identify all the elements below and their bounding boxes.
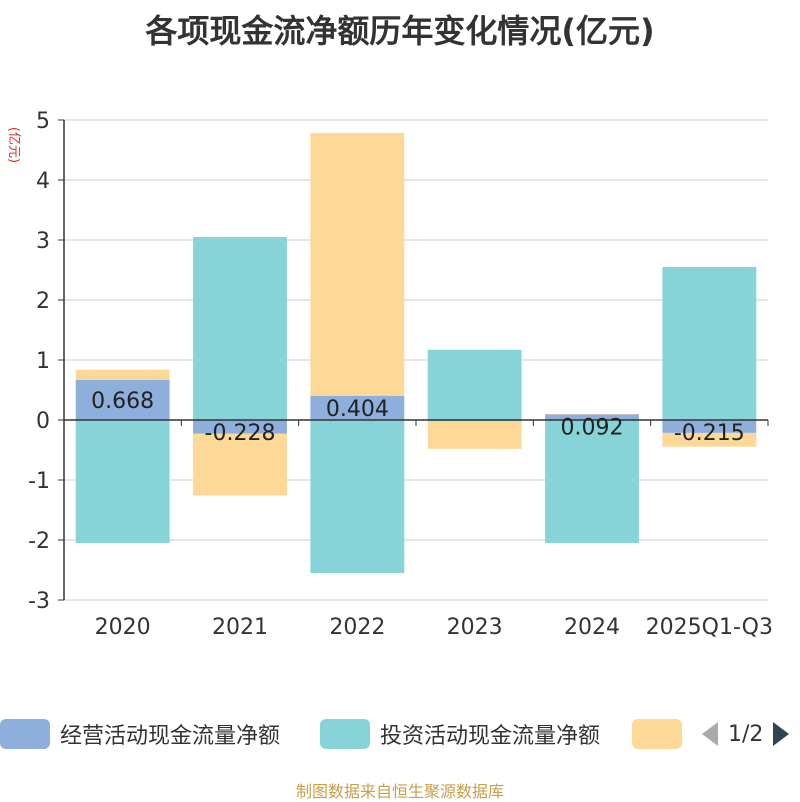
y-tick-label: 3 — [36, 229, 50, 254]
legend-label-investing: 投资活动现金流量净额 — [380, 724, 601, 749]
bar-series-0-2021[interactable] — [193, 420, 287, 434]
y-tick-label: -3 — [28, 589, 50, 614]
x-tick-label: 2020 — [95, 615, 151, 640]
legend-pager: 1/2 — [700, 716, 791, 752]
legend-label-operating: 经营活动现金流量净额 — [60, 724, 281, 749]
bar-series-0-2024[interactable] — [545, 414, 639, 420]
source-note: 制图数据来自恒生聚源数据库 — [295, 782, 504, 801]
y-tick-label: 5 — [36, 109, 50, 134]
data-labels: 0.668 -0.228 0.404 0.092 -0.215 — [91, 389, 745, 446]
legend-swatch-investing — [320, 719, 370, 749]
y-tick-label: 4 — [36, 169, 50, 194]
x-tick-label: 2023 — [447, 615, 503, 640]
bar-series-1-2020[interactable] — [75, 420, 170, 543]
y-tick-label: 0 — [36, 409, 50, 434]
data-label: -0.228 — [205, 421, 276, 446]
legend: 经营活动现金流量净额 投资活动现金流量净额 1/2 — [0, 716, 800, 752]
data-label: 0.668 — [91, 389, 154, 414]
x-tick-label: 2025Q1-Q3 — [646, 615, 773, 640]
bar-series-1-2023[interactable] — [427, 349, 522, 420]
legend-item-operating[interactable]: 经营活动现金流量净额 — [0, 716, 280, 752]
bar-series-2-2020[interactable] — [75, 369, 170, 380]
bar-series-2-2021[interactable] — [193, 433, 287, 496]
x-tick-label: 2022 — [329, 615, 385, 640]
y-tick-label: 1 — [36, 349, 50, 374]
bar-series-0-2020[interactable] — [75, 379, 170, 420]
chart-area: (亿元) -3 -2 -1 0 1 2 3 4 5 2020 2021 2022 2023 2024 202… — [6, 109, 773, 640]
legend-item-financing[interactable] — [632, 716, 682, 752]
bar-series-2-2022[interactable] — [310, 132, 405, 396]
bar-series-1-2021[interactable] — [193, 237, 287, 420]
triangle-right-icon[interactable] — [771, 720, 791, 748]
bar-series-2-2025Q1-Q3[interactable] — [662, 432, 757, 447]
triangle-left-icon[interactable] — [700, 720, 720, 748]
bar-series-1-2024[interactable] — [545, 420, 639, 543]
bar-series-1-2022[interactable] — [310, 420, 405, 573]
legend-swatch-operating — [0, 719, 50, 749]
legend-swatch-financing — [632, 719, 682, 749]
y-tick-label: -1 — [28, 469, 50, 494]
bar-series-1-2025Q1-Q3[interactable] — [662, 267, 757, 420]
y-tick-label: -2 — [28, 529, 50, 554]
data-label: -0.215 — [674, 421, 745, 446]
data-label: 0.404 — [326, 397, 389, 422]
axes: -3 -2 -1 0 1 2 3 4 5 2020 2021 2022 2023 2024 2025Q1-Q… — [28, 109, 773, 640]
chart-title: 各项现金流净额历年变化情况(亿元) — [145, 12, 655, 50]
y-axis-label: (亿元) — [6, 127, 21, 163]
y-tick-label: 2 — [36, 289, 50, 314]
data-label: 0.092 — [561, 415, 624, 440]
bar-series-2-2024[interactable] — [545, 413, 639, 415]
bars — [75, 132, 757, 573]
bar-series-0-2022[interactable] — [310, 395, 405, 420]
legend-item-investing[interactable]: 投资活动现金流量净额 — [320, 716, 600, 752]
bar-series-2-2023[interactable] — [427, 421, 522, 449]
legend-page-indicator: 1/2 — [728, 721, 764, 747]
x-tick-label: 2024 — [564, 615, 620, 640]
bar-series-0-2025Q1-Q3[interactable] — [662, 420, 757, 433]
x-tick-label: 2021 — [212, 615, 268, 640]
